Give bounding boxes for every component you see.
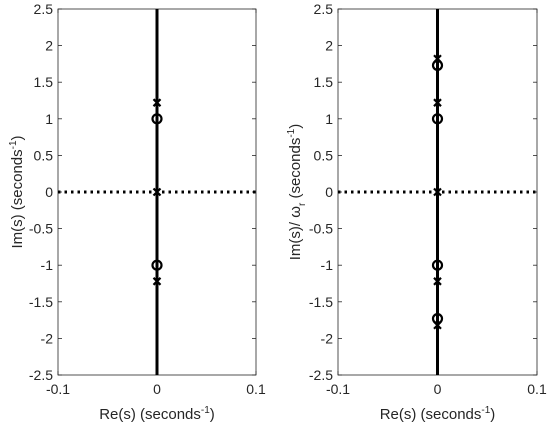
x-axis-label-sup: -1: [201, 405, 210, 416]
y-axis-label: Im(s)/ ωr (seconds-1): [286, 124, 308, 261]
zero-marker: [151, 113, 163, 125]
x-axis-label-text: Re(s) (seconds: [99, 406, 201, 423]
y-axis-label-text: Im(s)/ ω: [287, 206, 304, 260]
x-axis-label-end: ): [490, 406, 495, 423]
x-axis-label: Re(s) (seconds-1): [380, 405, 496, 423]
y-axis-label-end: ): [287, 124, 304, 129]
y-tick-label: 2.5: [314, 1, 334, 17]
y-tick-label: 0.5: [34, 147, 54, 163]
y-axis-label-text: Im(s) (seconds: [9, 149, 26, 248]
y-axis-label-sup: -1: [8, 140, 19, 149]
x-tick-label: 0: [153, 381, 161, 397]
y-tick-label: 0: [45, 184, 53, 200]
y-axis-label-sup: -1: [286, 128, 297, 137]
y-tick-label: 1.5: [34, 74, 54, 90]
y-tick-label: 2: [325, 38, 333, 54]
y-tick-label: -2: [41, 330, 54, 346]
y-axis-label-sub: r: [297, 202, 308, 206]
y-tick-label: -2: [321, 330, 334, 346]
y-tick-label: 2.5: [34, 1, 54, 17]
y-tick-label: -2.5: [29, 367, 53, 383]
x-axis-label-end: ): [210, 406, 215, 423]
pole-marker: [433, 187, 442, 197]
y-tick-label: -0.5: [309, 221, 333, 237]
pole-marker: [152, 187, 162, 197]
y-tick-label: 0: [325, 184, 333, 200]
y-tick-label: -1: [321, 257, 334, 273]
x-tick-label: -0.1: [46, 381, 70, 397]
y-tick-label: 1: [45, 111, 53, 127]
y-tick-label: 1.5: [314, 74, 334, 90]
chart-panel-1: -2.5 -2 -1.5 -1 -0.5 0 0.5 1 1.5 2 2.5 -0.1 0 0.1 Re(s…: [8, 1, 266, 423]
x-tick-label: 0.1: [246, 381, 266, 397]
y-tick-label: 1: [325, 111, 333, 127]
zero-marker: [151, 259, 163, 271]
y-tick-label: -1.5: [29, 294, 53, 310]
zero-marker: [431, 313, 444, 325]
x-tick-label: -0.1: [326, 381, 350, 397]
x-tick-label: 0: [434, 381, 442, 397]
chart-panel-2: -2.5 -2 -1.5 -1 -0.5 0 0.5 1 1.5 2 2.5 -0.1 0 0.1 Re(s…: [286, 1, 547, 423]
pole-marker: [433, 277, 442, 286]
x-tick-label: 0.1: [527, 381, 547, 397]
y-tick-label: 2: [45, 38, 53, 54]
x-axis-label: Re(s) (seconds-1): [99, 405, 215, 423]
y-axis-label: Im(s) (seconds-1): [8, 135, 26, 248]
y-tick-label: -1.5: [309, 294, 333, 310]
y-tick-label: -2.5: [309, 367, 333, 383]
x-axis-label-sup: -1: [481, 405, 490, 416]
zero-marker: [431, 59, 444, 71]
y-tick-label: -1: [41, 257, 54, 273]
pole-marker: [152, 277, 162, 286]
zero-marker: [431, 259, 444, 271]
y-axis-label-end: ): [9, 135, 26, 140]
x-axis-label-text: Re(s) (seconds: [380, 406, 482, 423]
y-tick-label: -0.5: [29, 221, 53, 237]
pole-marker: [433, 98, 442, 107]
zero-marker: [431, 113, 444, 125]
pole-marker: [152, 98, 162, 107]
y-tick-label: 0.5: [314, 147, 334, 163]
y-axis-label-rest: (seconds: [287, 138, 304, 203]
